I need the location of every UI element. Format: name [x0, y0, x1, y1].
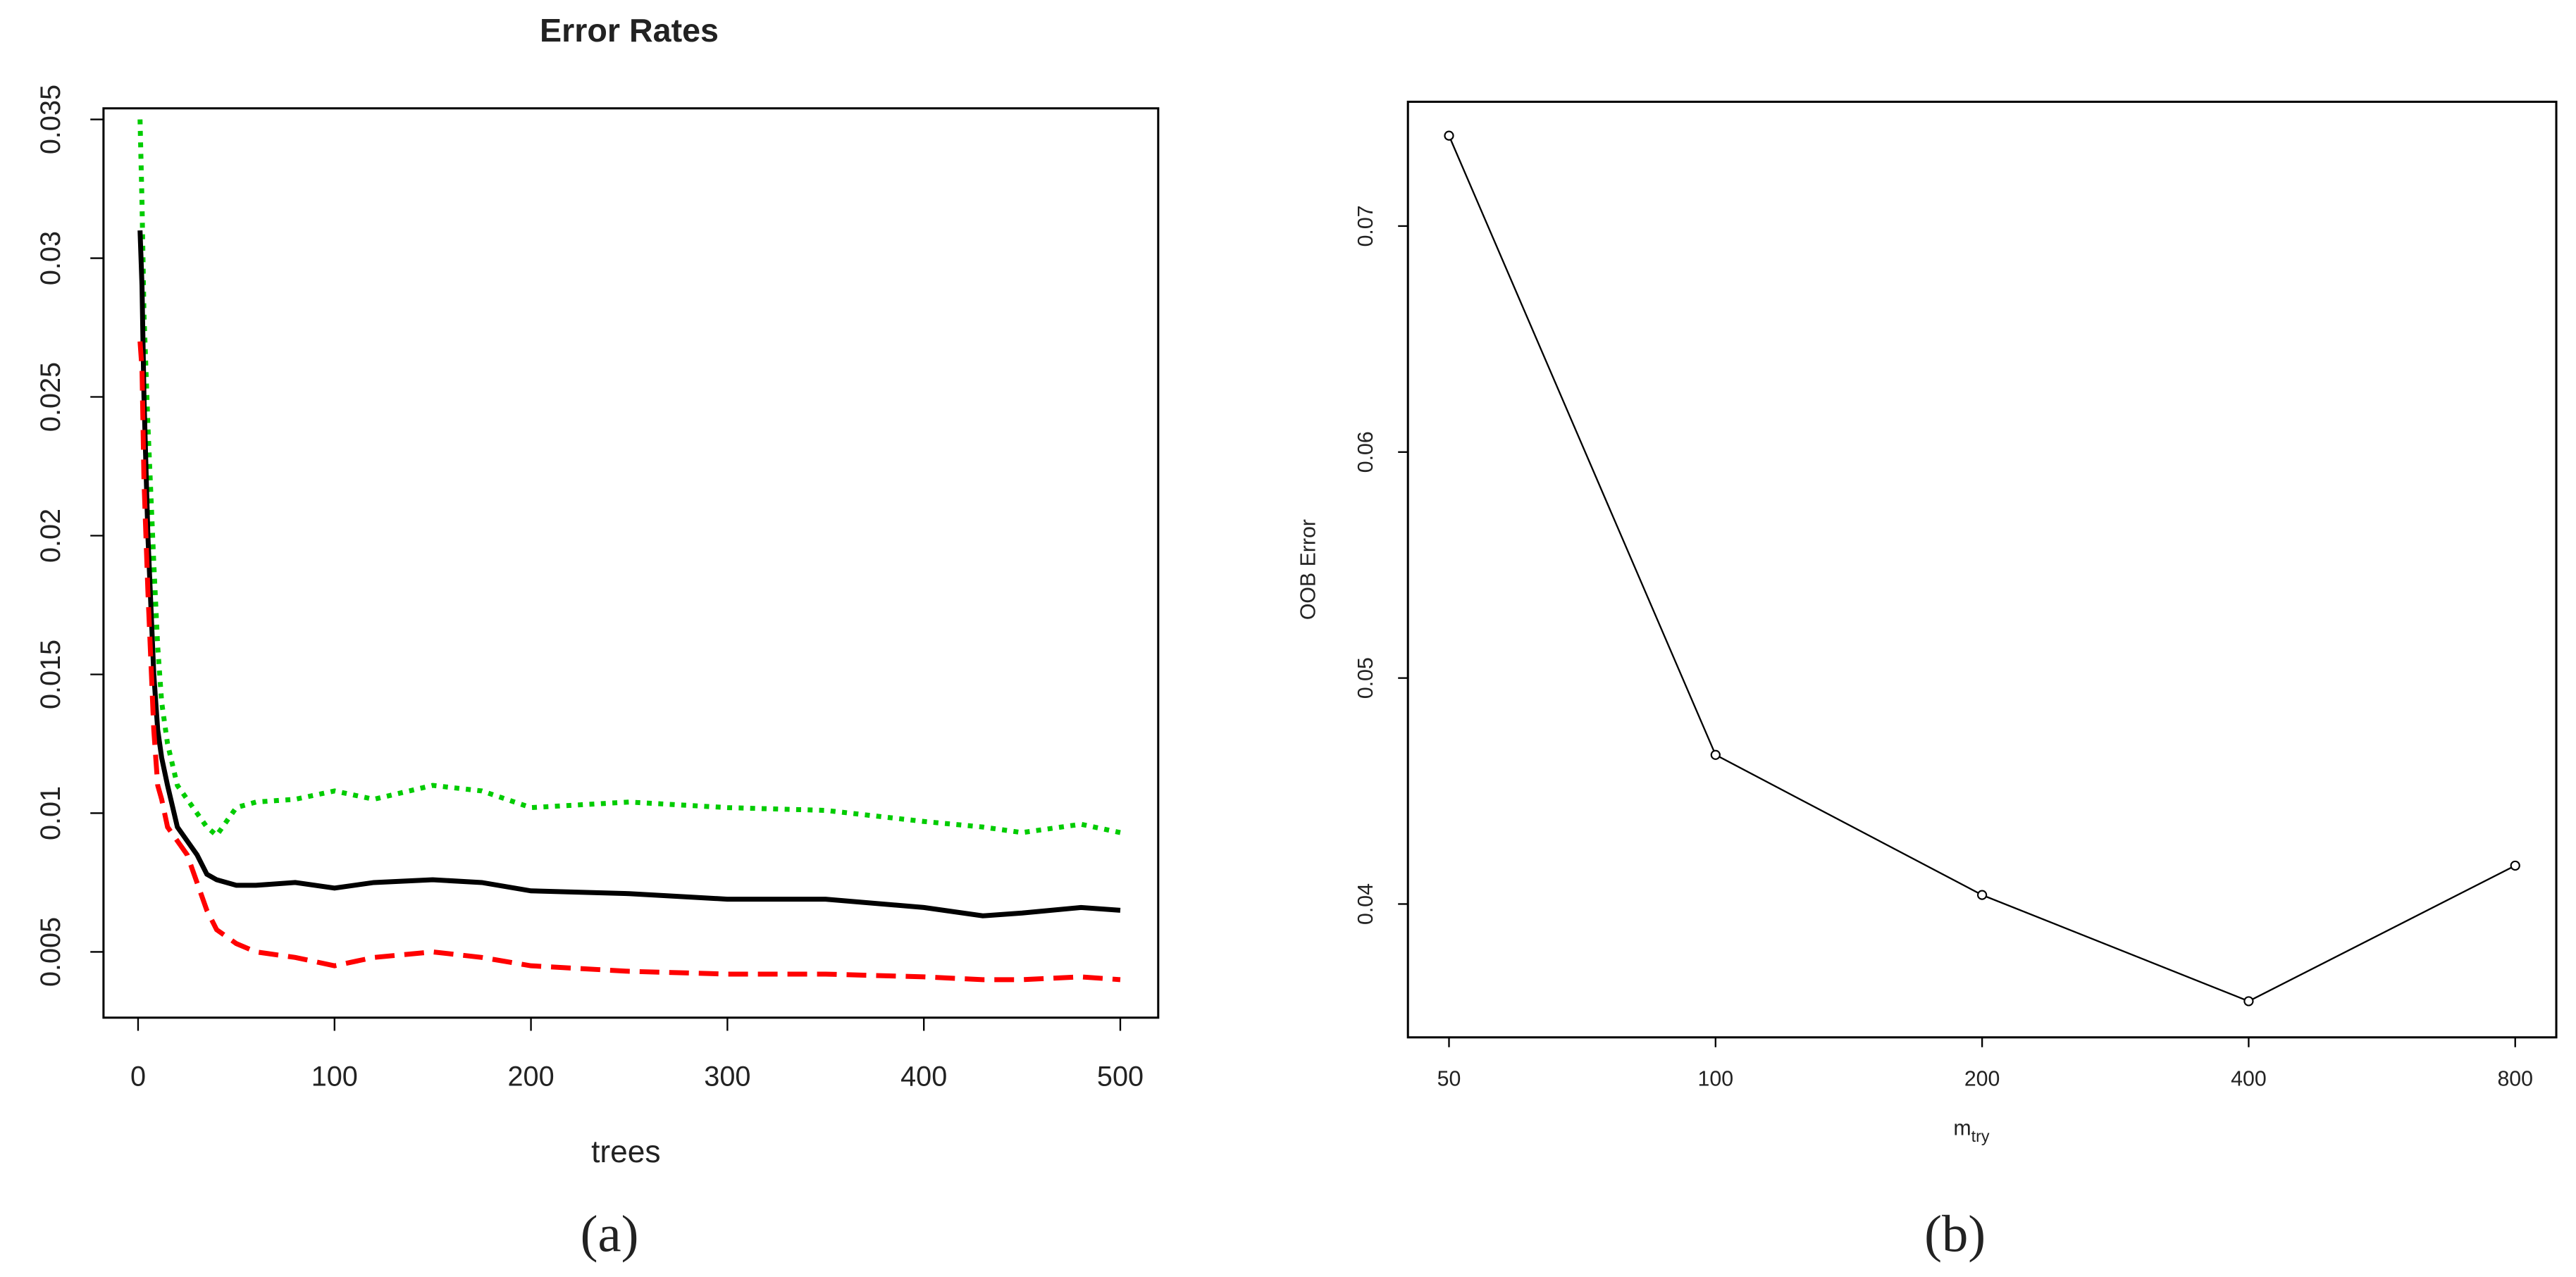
point [1444, 130, 1454, 141]
x-tick-label: 200 [508, 1061, 555, 1092]
y-tick-label: 0.07 [1354, 205, 1377, 247]
y-tick-label: 0.02 [35, 509, 66, 563]
x-axis-label-sub: try [1971, 1127, 1990, 1145]
series-line [1448, 135, 2516, 1002]
y-tick-label: 0.05 [1354, 657, 1377, 699]
x-tick-label: 500 [1097, 1061, 1144, 1092]
x-tick-label: 400 [900, 1061, 947, 1092]
plot-frame [102, 107, 1160, 1019]
x-axis-label: trees [591, 1135, 660, 1169]
y-axis-label: OOB Error [1296, 519, 1320, 620]
y-tick-label: 0.035 [35, 85, 66, 154]
panel-label: (b) [1924, 1206, 1986, 1264]
x-axis-label-main: m [1953, 1116, 1971, 1140]
x-tick-label: 400 [2231, 1067, 2267, 1090]
y-tick-label: 0.005 [35, 917, 66, 987]
y-tick-label: 0.01 [35, 786, 66, 840]
point [1977, 890, 1988, 900]
x-tick-label: 100 [311, 1061, 358, 1092]
point [2510, 860, 2520, 871]
y-tick-label: 0.015 [35, 640, 66, 709]
y-tick-label: 0.025 [35, 362, 66, 432]
x-tick-label: 50 [1437, 1067, 1461, 1090]
series-line [137, 230, 1121, 918]
x-axis-label: mtry [1953, 1116, 1989, 1145]
panel-label: (a) [581, 1206, 639, 1264]
x-tick-label: 0 [130, 1061, 146, 1092]
y-tick-label: 0.06 [1354, 431, 1377, 473]
x-tick-label: 300 [704, 1061, 750, 1092]
y-tick-label: 0.04 [1354, 883, 1377, 925]
y-tick-label: 0.03 [35, 231, 66, 285]
series-line [137, 119, 1121, 840]
point [2243, 996, 2254, 1007]
series-line [137, 341, 1121, 983]
x-tick-label: 800 [2497, 1067, 2533, 1090]
x-tick-label: 100 [1698, 1067, 1734, 1090]
x-tick-label: 200 [1964, 1067, 2000, 1090]
chart-title: Error Rates [540, 12, 719, 49]
point [1710, 749, 1721, 760]
